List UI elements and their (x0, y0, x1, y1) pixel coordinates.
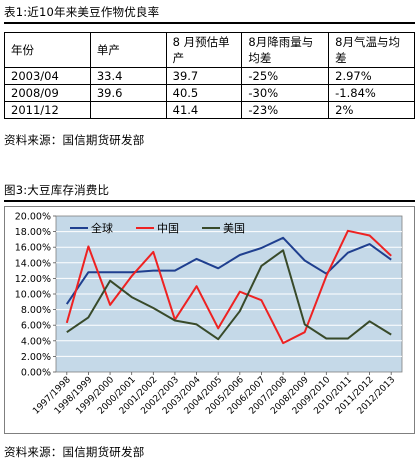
series-line-1 (65, 236, 392, 305)
header-year: 年份 (4, 32, 91, 68)
header-yield: 单产 (89, 32, 167, 68)
header-aug-temp-deviation: 8月气温与均差 (328, 32, 415, 68)
table-caption: 表1:近10年来美豆作物优良率 (4, 5, 160, 19)
table-cell: 2008/09 (4, 84, 91, 102)
table-cell: 39.7 (165, 67, 243, 85)
table-row: 2011/12 41.4 -23% 2% (4, 101, 415, 119)
table-cell: 33.4 (89, 67, 167, 85)
data-table: 年份 单产 8 月预估单产 8月降雨量与均差 8月气温与均差 2003/04 3… (4, 32, 415, 119)
table-cell: 2% (328, 101, 415, 119)
y-tick-label: 10.00% (15, 290, 51, 301)
y-tick-label: 18.00% (15, 227, 51, 238)
table-cell: 39.6 (89, 84, 167, 102)
table-header-row: 年份 单产 8 月预估单产 8月降雨量与均差 8月气温与均差 (4, 32, 415, 68)
y-tick-label: 4.00% (21, 336, 51, 347)
table-row: 2008/09 39.6 40.5 -30% -1.84% (4, 84, 415, 102)
y-tick-label: 6.00% (21, 321, 51, 332)
table-cell: 2.97% (328, 67, 415, 85)
header-aug-rainfall-deviation: 8月降雨量与均差 (241, 32, 330, 68)
series-line-2 (65, 229, 392, 345)
chart-top-rule (4, 200, 415, 202)
chart-source-note: 资料来源：国信期货研发部 (4, 445, 145, 459)
y-tick-label: 8.00% (21, 305, 51, 316)
chart-container: 0.00% 2.00% 4.00% 6.00% 8.00% 10.00% 12.00% 14.… (4, 206, 415, 434)
y-tick-label: 20.00% (15, 212, 51, 223)
table-cell (89, 101, 167, 119)
chart-caption: 图3:大豆库存消费比 (4, 183, 110, 197)
legend-label-2: 中国 (157, 222, 179, 235)
table-cell: 2003/04 (4, 67, 91, 85)
table-cell: -30% (241, 84, 330, 102)
y-tick-label: 12.00% (15, 274, 51, 285)
header-aug-forecast-yield: 8 月预估单产 (165, 32, 243, 68)
table-row: 2003/04 33.4 39.7 -25% 2.97% (4, 67, 415, 85)
y-tick-label: 14.00% (15, 258, 51, 269)
table-cell: 40.5 (165, 84, 243, 102)
legend-label-1: 全球 (91, 221, 113, 235)
table-cell: 2011/12 (4, 101, 91, 119)
y-tick-label: 16.00% (15, 243, 51, 254)
table-cell: -23% (241, 101, 330, 119)
table-cell: -25% (241, 67, 330, 85)
table-source-note: 资料来源：国信期货研发部 (4, 133, 145, 147)
table-cell: 41.4 (165, 101, 243, 119)
y-tick-label: 0.00% (21, 368, 51, 379)
series-line-3 (66, 249, 392, 341)
table-top-rule (4, 22, 415, 24)
table-cell: -1.84% (328, 84, 415, 102)
line-chart: 0.00% 2.00% 4.00% 6.00% 8.00% 10.00% 12.00% 14.… (4, 206, 415, 434)
legend-label-3: 美国 (223, 222, 245, 235)
y-tick-label: 2.00% (21, 352, 51, 363)
